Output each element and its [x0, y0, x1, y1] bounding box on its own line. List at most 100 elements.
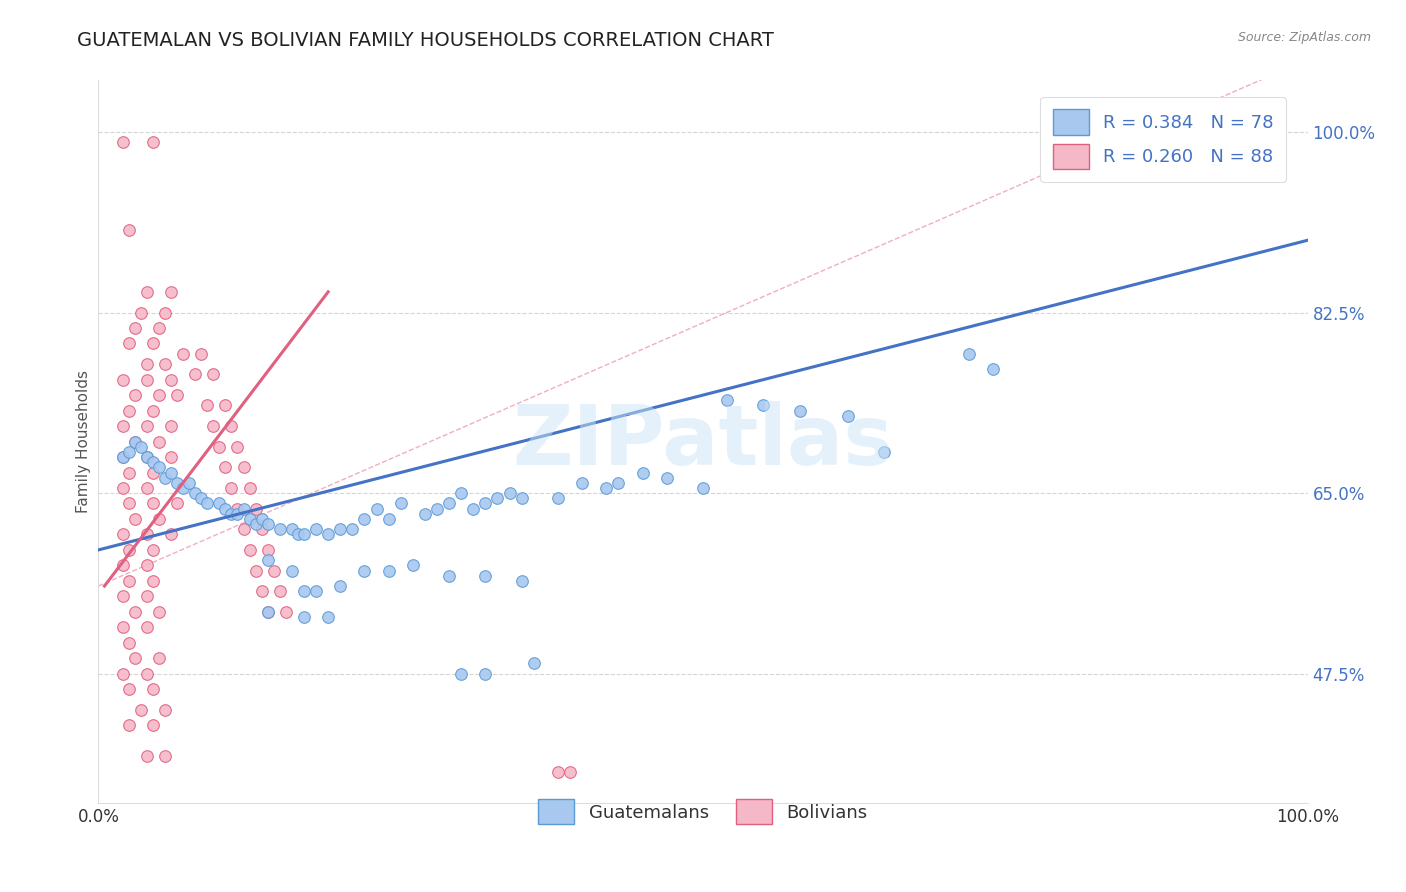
Point [510, 574, 533, 588]
Point [413, 507, 436, 521]
Point [111, 666, 134, 681]
Point [250, 522, 273, 536]
Point [510, 491, 533, 506]
Point [256, 553, 278, 567]
Point [287, 527, 309, 541]
Point [353, 512, 375, 526]
Point [142, 336, 165, 351]
Point [437, 496, 460, 510]
Point [281, 522, 304, 536]
Point [142, 496, 165, 510]
Point [160, 450, 183, 464]
Point [142, 466, 165, 480]
Point [250, 584, 273, 599]
Point [160, 419, 183, 434]
Point [142, 403, 165, 417]
Point [148, 512, 170, 526]
Point [426, 501, 449, 516]
Point [166, 475, 188, 490]
Point [160, 373, 183, 387]
Point [111, 419, 134, 434]
Point [172, 347, 194, 361]
Point [837, 409, 859, 423]
Point [118, 403, 141, 417]
Point [135, 450, 157, 464]
Point [957, 347, 980, 361]
Point [195, 496, 218, 510]
Point [292, 527, 315, 541]
Point [118, 223, 141, 237]
Point [571, 475, 593, 490]
Point [269, 522, 291, 536]
Point [135, 419, 157, 434]
Point [256, 605, 278, 619]
Point [402, 558, 425, 573]
Point [292, 610, 315, 624]
Point [166, 388, 188, 402]
Point [377, 564, 399, 578]
Point [305, 584, 328, 599]
Point [118, 466, 141, 480]
Point [226, 501, 249, 516]
Point [474, 666, 496, 681]
Point [389, 496, 412, 510]
Point [172, 481, 194, 495]
Point [124, 512, 146, 526]
Point [111, 481, 134, 495]
Point [135, 749, 157, 764]
Point [184, 368, 207, 382]
Point [342, 522, 364, 536]
Point [256, 542, 278, 557]
Point [523, 657, 546, 671]
Point [111, 135, 134, 149]
Point [214, 501, 236, 516]
Point [148, 460, 170, 475]
Point [111, 590, 134, 604]
Point [118, 445, 141, 459]
Point [118, 336, 141, 351]
Point [226, 440, 249, 454]
Point [160, 466, 183, 480]
Point [195, 398, 218, 412]
Text: ZIPatlas: ZIPatlas [513, 401, 893, 482]
Point [226, 507, 249, 521]
Point [655, 471, 678, 485]
Point [1188, 140, 1211, 154]
Point [692, 481, 714, 495]
Point [135, 558, 157, 573]
Point [135, 357, 157, 371]
Point [184, 486, 207, 500]
Point [142, 455, 165, 469]
Point [135, 450, 157, 464]
Point [202, 368, 225, 382]
Point [166, 496, 188, 510]
Point [631, 466, 654, 480]
Point [118, 542, 141, 557]
Point [250, 512, 273, 526]
Point [153, 749, 176, 764]
Point [160, 527, 183, 541]
Point [256, 605, 278, 619]
Point [111, 527, 134, 541]
Point [274, 605, 297, 619]
Point [450, 666, 472, 681]
Point [208, 496, 231, 510]
Point [135, 590, 157, 604]
Point [111, 373, 134, 387]
Point [316, 527, 339, 541]
Point [135, 666, 157, 681]
Point [111, 620, 134, 634]
Point [305, 522, 328, 536]
Point [558, 764, 581, 779]
Point [607, 475, 630, 490]
Point [316, 610, 339, 624]
Point [142, 574, 165, 588]
Point [366, 501, 388, 516]
Point [153, 305, 176, 319]
Point [111, 450, 134, 464]
Point [142, 542, 165, 557]
Point [221, 419, 243, 434]
Point [232, 522, 254, 536]
Point [752, 398, 775, 412]
Point [142, 135, 165, 149]
